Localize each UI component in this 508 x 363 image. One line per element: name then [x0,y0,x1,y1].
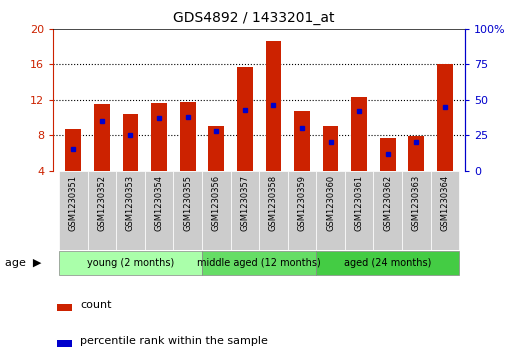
Text: GSM1230356: GSM1230356 [212,175,220,231]
Text: count: count [80,300,112,310]
Text: GDS4892 / 1433201_at: GDS4892 / 1433201_at [173,11,335,25]
Bar [237,67,252,171]
Bar [294,111,310,171]
Text: GSM1230359: GSM1230359 [298,175,306,231]
Bar [288,171,316,250]
Bar [437,65,453,171]
Text: GSM1230353: GSM1230353 [126,175,135,231]
Bar [180,102,196,171]
Bar [145,171,173,250]
Text: GSM1230361: GSM1230361 [355,175,364,231]
Text: GSM1230362: GSM1230362 [383,175,392,231]
Bar [151,103,167,171]
Bar [122,114,138,171]
Bar [202,171,231,250]
Bar [57,340,72,347]
Bar [345,171,373,250]
Bar [266,41,281,171]
Bar [380,138,396,171]
Bar [202,251,316,276]
Bar [373,171,402,250]
Bar [231,171,259,250]
Text: age  ▶: age ▶ [5,258,42,268]
Bar [66,129,81,171]
Bar [316,251,459,276]
Text: middle aged (12 months): middle aged (12 months) [197,258,321,268]
Text: GSM1230354: GSM1230354 [154,175,164,231]
Bar [408,136,424,171]
Bar [351,97,367,171]
Bar [208,126,224,171]
Bar [173,171,202,250]
Text: aged (24 months): aged (24 months) [344,258,431,268]
Bar [57,304,72,311]
Text: GSM1230355: GSM1230355 [183,175,192,231]
Bar [402,171,431,250]
Text: GSM1230358: GSM1230358 [269,175,278,231]
Text: young (2 months): young (2 months) [87,258,174,268]
Bar [59,171,87,250]
Bar [59,251,202,276]
Text: GSM1230357: GSM1230357 [240,175,249,231]
Bar [323,126,338,171]
Bar [94,104,110,171]
Text: GSM1230363: GSM1230363 [412,175,421,231]
Bar [87,171,116,250]
Bar [316,171,345,250]
Text: GSM1230351: GSM1230351 [69,175,78,231]
Text: GSM1230352: GSM1230352 [98,175,106,231]
Text: GSM1230360: GSM1230360 [326,175,335,231]
Text: GSM1230364: GSM1230364 [440,175,449,231]
Bar [116,171,145,250]
Text: percentile rank within the sample: percentile rank within the sample [80,336,268,346]
Bar [431,171,459,250]
Bar [259,171,288,250]
